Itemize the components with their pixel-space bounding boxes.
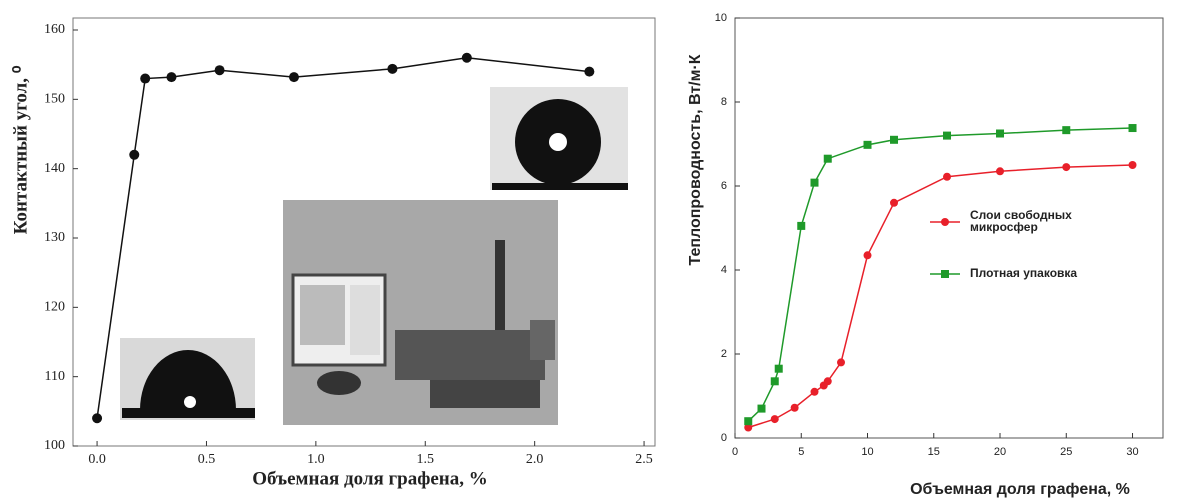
- legend-line-1: Слои свободных: [970, 208, 1072, 222]
- x-axis-label: Объемная доля графена, %: [252, 468, 488, 489]
- left-chart: Объемная доля графена, % Контактный угол…: [10, 17, 656, 489]
- marker: [92, 413, 103, 424]
- inset-drop-low: [120, 338, 255, 420]
- y-tick-label: 8: [721, 96, 727, 108]
- y-tick-label: 110: [45, 369, 65, 384]
- marker: [996, 167, 1005, 176]
- marker: [810, 178, 819, 187]
- y-tick-label: 4: [721, 264, 727, 276]
- marker: [1062, 163, 1071, 172]
- marker: [129, 149, 140, 160]
- y-tick-label: 150: [44, 92, 65, 107]
- marker: [863, 251, 872, 260]
- x-tick-label: 10: [861, 446, 873, 458]
- marker: [837, 358, 846, 367]
- marker: [584, 66, 595, 77]
- inset-instrument-photo: [283, 200, 558, 425]
- marker: [140, 73, 151, 84]
- marker: [863, 140, 872, 149]
- y-axis-label: Контактный угол, ⁰: [10, 65, 31, 234]
- marker: [770, 377, 779, 386]
- y-tick-label: 120: [44, 300, 65, 315]
- marker: [744, 417, 753, 426]
- inset-drop-high: [490, 87, 628, 190]
- marker: [774, 364, 783, 373]
- x-tick-label: 0.0: [88, 452, 106, 467]
- marker: [996, 129, 1005, 138]
- marker: [1128, 124, 1137, 133]
- legend-marker: [941, 270, 949, 278]
- marker: [790, 403, 799, 412]
- y-tick-label: 140: [44, 161, 65, 176]
- marker: [757, 404, 766, 413]
- y-tick-label: 0: [721, 432, 727, 444]
- y-tick-label: 2: [721, 348, 727, 360]
- marker: [823, 377, 832, 386]
- marker: [288, 72, 299, 83]
- x-tick-label: 0.5: [198, 452, 216, 467]
- plot-frame: [734, 17, 1164, 439]
- x-tick-label: 1.0: [307, 452, 325, 467]
- x-tick-label: 1.5: [417, 452, 435, 467]
- x-tick-label: 2.5: [635, 452, 653, 467]
- right-chart: Объемная доля графена, % Теплопроводност…: [687, 12, 1164, 498]
- marker: [943, 172, 952, 181]
- y-tick-label: 160: [44, 22, 65, 37]
- marker: [1062, 126, 1071, 135]
- marker: [890, 135, 899, 144]
- marker: [797, 221, 806, 230]
- marker: [166, 72, 177, 83]
- x-tick-label: 0: [732, 446, 738, 458]
- marker: [214, 65, 225, 76]
- x-axis-label: Объемная доля графена, %: [910, 481, 1130, 498]
- y-tick-label: 130: [44, 230, 65, 245]
- plot-frame: [72, 17, 656, 447]
- marker: [1128, 161, 1137, 169]
- y-tick-label: 6: [721, 180, 727, 192]
- marker: [823, 154, 832, 163]
- y-tick-label: 10: [715, 12, 727, 24]
- marker: [744, 423, 753, 432]
- y-axis-label: Теплопроводность, Вт/м·К: [687, 54, 704, 265]
- y-tick-label: 100: [44, 438, 65, 453]
- marker: [770, 415, 779, 424]
- marker: [461, 52, 472, 63]
- marker: [890, 198, 899, 207]
- legend-label: Плотная упаковка: [970, 266, 1077, 280]
- marker: [810, 387, 819, 396]
- legend-line-2: микросфер: [970, 220, 1038, 234]
- marker: [387, 63, 398, 74]
- x-tick-label: 25: [1060, 446, 1072, 458]
- x-tick-label: 20: [994, 446, 1006, 458]
- x-tick-label: 30: [1126, 446, 1138, 458]
- series-line: [748, 164, 1133, 429]
- legend-marker: [941, 218, 949, 226]
- legend-label: Слои свободных микросфер: [970, 208, 1072, 234]
- x-tick-label: 15: [928, 446, 940, 458]
- x-tick-label: 5: [798, 446, 804, 458]
- x-tick-label: 2.0: [526, 452, 544, 467]
- marker: [943, 131, 952, 140]
